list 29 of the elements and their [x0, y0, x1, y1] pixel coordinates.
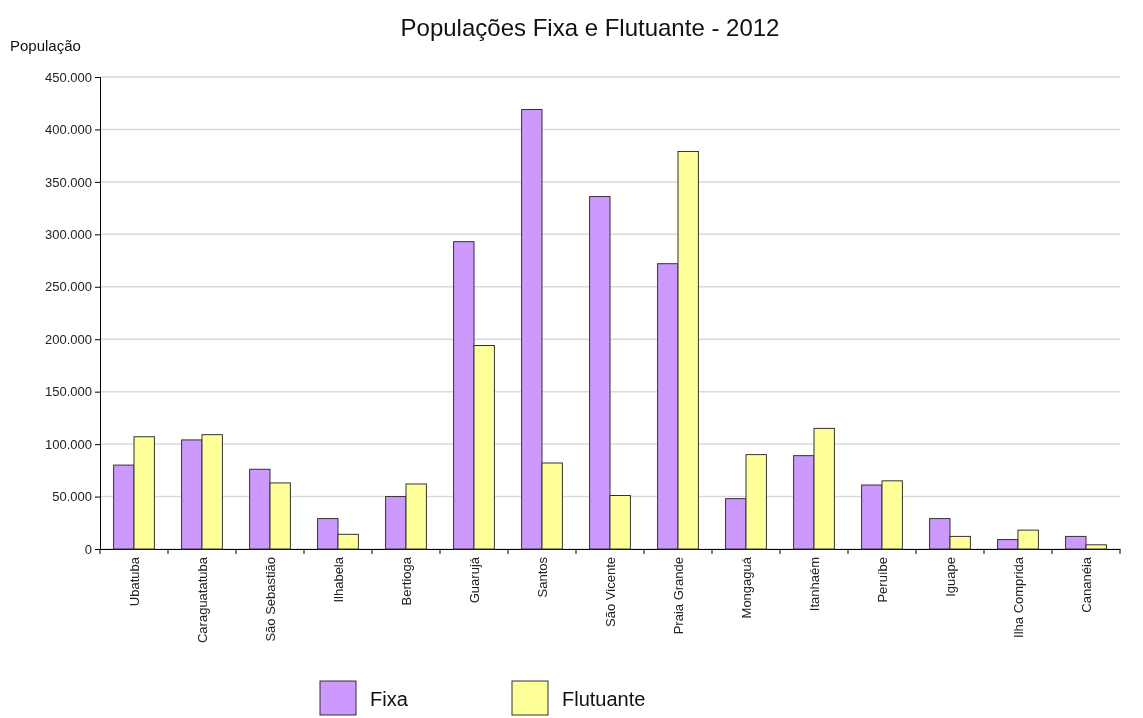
y-tick-label: 200.000 [45, 331, 92, 347]
x-tick-label: Bertioga [398, 556, 414, 606]
chart-title: Populações Fixa e Flutuante - 2012 [400, 14, 780, 41]
y-tick-label: 50.000 [52, 489, 92, 505]
legend-label: Flutuante [562, 688, 646, 710]
x-tick-label: Guarujá [466, 556, 482, 604]
x-tick-label: Itanhaém [806, 557, 822, 612]
y-tick-label: 350.000 [45, 174, 92, 190]
y-tick-label: 450.000 [45, 69, 92, 85]
y-tick-label: 300.000 [45, 226, 92, 242]
x-tick-label: São Vicente [602, 557, 618, 627]
y-axis-title: População [10, 37, 81, 54]
x-tick-label: Ilha Comprida [1010, 556, 1026, 638]
x-tick-label: Santos [534, 556, 550, 598]
x-tick-label: São Sebastião [262, 557, 278, 642]
x-tick-label: Caraguatatuba [194, 556, 210, 644]
x-tick-label: Ubatuba [126, 556, 142, 607]
x-tick-label: Praia Grande [670, 557, 686, 635]
y-tick-label: 0 [84, 541, 92, 557]
y-tick-label: 100.000 [45, 436, 92, 452]
y-tick-label: 250.000 [45, 279, 92, 295]
legend-label: Fixa [370, 688, 409, 710]
x-tick-label: Mongaguá [738, 556, 754, 619]
x-tick-label: Iguape [942, 557, 958, 597]
y-tick-label: 150.000 [45, 384, 92, 400]
x-tick-label: Peruíbe [874, 557, 890, 603]
x-tick-label: Cananéia [1078, 556, 1094, 613]
x-tick-label: Ilhabela [330, 556, 346, 603]
y-tick-label: 400.000 [45, 122, 92, 138]
